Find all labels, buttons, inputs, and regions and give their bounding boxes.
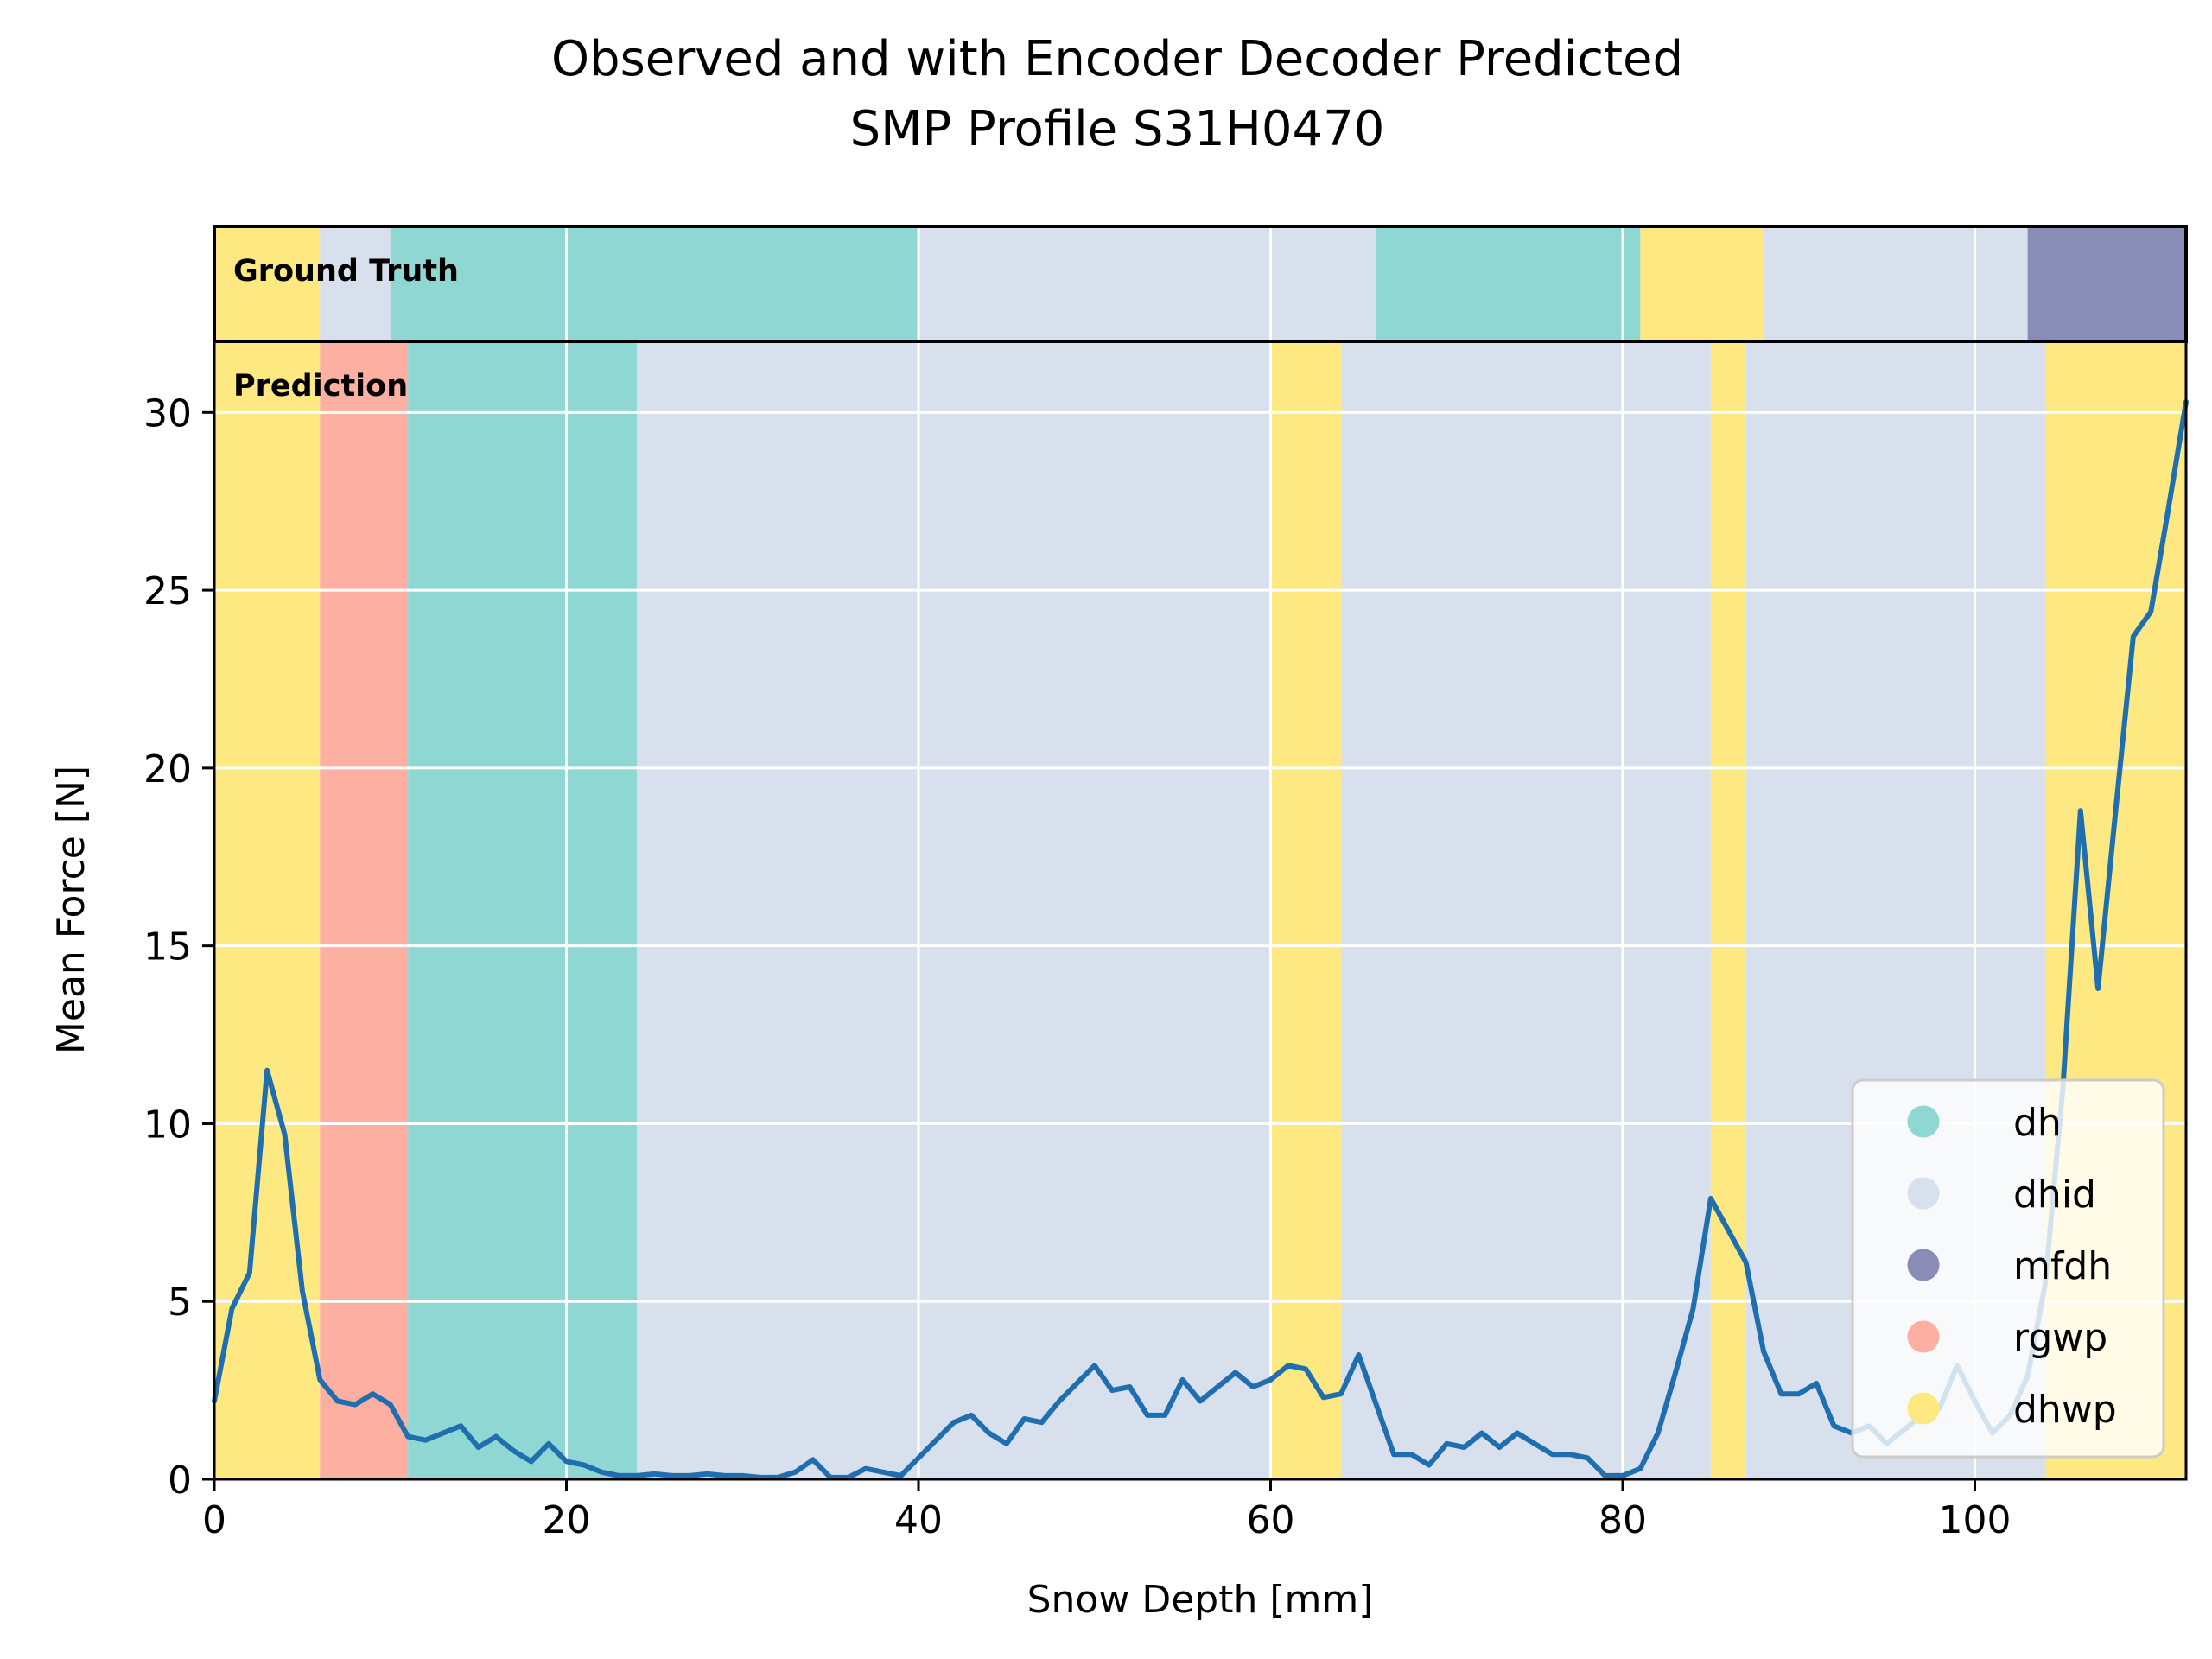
x-tick-label: 0 — [202, 1498, 226, 1542]
ground-truth-band-dhwp — [1640, 226, 1764, 341]
y-tick-label: 0 — [168, 1459, 192, 1503]
prediction-label: Prediction — [233, 369, 408, 404]
prediction-bands — [214, 341, 2186, 1479]
y-axis-ticks: 0 5 10 15 20 25 30 — [143, 391, 214, 1503]
ground-truth-band-dhid — [918, 226, 1376, 341]
ground-truth-band-dhid — [1764, 226, 2028, 341]
x-tick-label: 60 — [1247, 1498, 1295, 1542]
y-tick-label: 30 — [143, 391, 192, 435]
legend-marker-rgwp — [1907, 1320, 1940, 1353]
ground-truth-band-dh — [390, 226, 918, 341]
prediction-band-dhid — [637, 341, 1271, 1479]
legend-label-dhwp: dhwp — [2013, 1388, 2117, 1432]
chart-title: Observed and with Encoder Decoder Predic… — [551, 31, 1683, 87]
x-tick-label: 40 — [894, 1498, 943, 1542]
x-tick-label: 100 — [1939, 1498, 2012, 1542]
x-axis-label: Snow Depth [mm] — [1027, 1578, 1374, 1622]
ground-truth-band-dhid — [320, 226, 391, 341]
legend-marker-dhid — [1907, 1177, 1940, 1210]
legend-box — [1851, 1078, 2165, 1459]
y-tick-label: 15 — [143, 925, 192, 969]
legend: dh dhid mfdh rgwp dhwp — [1851, 1078, 2165, 1459]
x-axis-ticks: 0 20 40 60 80 100 — [202, 1479, 2011, 1542]
legend-marker-mfdh — [1907, 1249, 1940, 1281]
prediction-band-dhid — [1341, 341, 1711, 1479]
chart-subtitle: SMP Profile S31H0470 — [850, 101, 1385, 157]
legend-marker-dhwp — [1907, 1392, 1940, 1425]
prediction-band-rgwp — [320, 341, 409, 1479]
ground-truth-label: Ground Truth — [233, 254, 459, 289]
x-tick-label: 80 — [1599, 1498, 1647, 1542]
legend-label-rgwp: rgwp — [2013, 1316, 2107, 1360]
x-tick-label: 20 — [543, 1498, 591, 1542]
ground-truth-bands — [214, 226, 2186, 341]
plot-frame — [213, 340, 2188, 1481]
prediction-band-dhwp — [1710, 341, 1746, 1479]
prediction-band-dh — [408, 341, 637, 1479]
legend-label-dh: dh — [2013, 1101, 2062, 1145]
legend-marker-dh — [1907, 1105, 1940, 1138]
ground-truth-band-dh — [1376, 226, 1641, 341]
y-tick-label: 25 — [143, 569, 192, 613]
legend-label-mfdh: mfdh — [2013, 1244, 2112, 1288]
y-tick-label: 5 — [168, 1281, 192, 1325]
y-axis-label: Mean Force [N] — [49, 766, 93, 1054]
y-tick-label: 20 — [143, 747, 192, 791]
y-tick-label: 10 — [143, 1103, 192, 1147]
ground-truth-band-dhwp — [214, 226, 321, 341]
ground-truth-band-mfdh — [2027, 226, 2186, 341]
legend-items: dh dhid mfdh rgwp dhwp — [1907, 1101, 2117, 1432]
prediction-band-dhwp — [1270, 341, 1341, 1479]
legend-label-dhid: dhid — [2013, 1173, 2096, 1217]
